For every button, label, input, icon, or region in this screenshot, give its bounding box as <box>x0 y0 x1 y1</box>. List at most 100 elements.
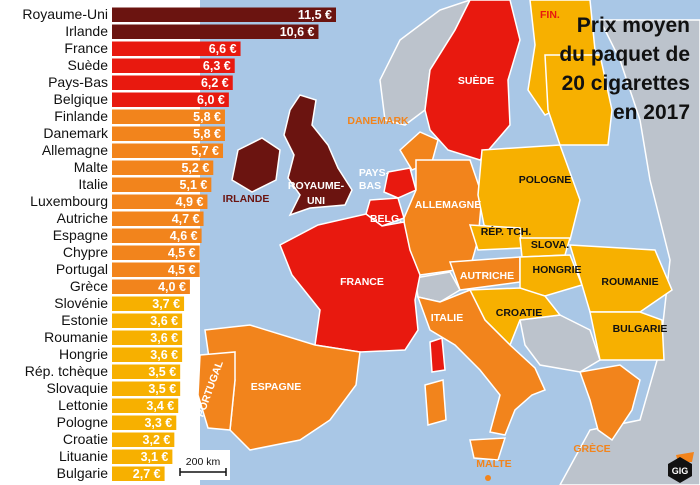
bar-category-label: Grèce <box>70 278 108 294</box>
bar-value-label: 3,6 € <box>150 331 178 345</box>
europe-map <box>197 0 700 485</box>
price-bar <box>112 330 183 345</box>
map-country-label: CROATIE <box>496 307 542 319</box>
bar-category-label: Italie <box>78 176 108 192</box>
price-bar <box>112 58 235 73</box>
price-bar <box>112 7 336 22</box>
price-bar <box>112 41 241 56</box>
price-bar <box>112 75 233 90</box>
bar-category-label: Hongrie <box>59 346 108 362</box>
price-bar <box>112 415 177 430</box>
bar-category-label: Portugal <box>56 261 108 277</box>
malta-area <box>485 475 491 481</box>
portugal-area <box>197 351 236 431</box>
bar-value-label: 4,5 € <box>168 263 196 277</box>
bar-value-label: 5,8 € <box>193 110 221 124</box>
price-bar <box>112 381 181 396</box>
logo-text: GIG <box>672 466 689 476</box>
bar-category-label: Slovaquie <box>47 380 109 396</box>
title-line-4: en 2017 <box>613 101 690 124</box>
bar-category-label: Belgique <box>54 91 109 107</box>
bar-value-label: 6,2 € <box>201 76 229 90</box>
title-line-3: 20 cigarettes <box>562 72 690 95</box>
price-bar <box>112 398 179 413</box>
bar-category-label: Slovénie <box>54 295 108 311</box>
map-country-label: ITALIE <box>431 312 463 324</box>
bar-category-label: France <box>64 40 108 56</box>
bar-value-label: 6,3 € <box>203 59 231 73</box>
sicily-area <box>469 437 507 461</box>
bar-value-label: 3,4 € <box>146 399 174 413</box>
map-country-label: FIN. <box>540 9 560 21</box>
price-bar <box>112 347 183 362</box>
price-bar <box>112 92 229 107</box>
price-bar <box>112 109 225 124</box>
bar-value-label: 10,6 € <box>280 25 315 39</box>
bar-value-label: 3,3 € <box>144 416 172 430</box>
bar-value-label: 11,5 € <box>298 8 332 22</box>
map-country-label: BELG. <box>370 213 402 225</box>
bar-category-label: Rép. tchèque <box>25 363 108 379</box>
bar-value-label: 5,1 € <box>180 178 208 192</box>
ireland-area <box>231 137 281 193</box>
map-country-label: FRANCE <box>340 276 384 288</box>
price-bar <box>112 449 173 464</box>
price-bar <box>112 262 200 277</box>
bar-value-label: 3,2 € <box>143 433 171 447</box>
map-country-label: RÉP. TCH. <box>481 225 532 238</box>
bar-category-label: Danemark <box>43 125 109 141</box>
bar-category-label: Pays-Bas <box>48 74 108 90</box>
uk-area <box>283 94 353 217</box>
price-bar <box>112 160 214 175</box>
bar-value-label: 3,6 € <box>150 314 178 328</box>
price-bar <box>112 279 190 294</box>
corsica-area <box>429 336 446 373</box>
price-bar <box>112 177 212 192</box>
bar-value-label: 3,7 € <box>152 297 180 311</box>
bar-value-label: 2,7 € <box>133 467 161 481</box>
price-bar <box>112 296 185 311</box>
price-bar <box>112 126 225 141</box>
bar-value-label: 5,8 € <box>193 127 221 141</box>
bar-category-label: Roumanie <box>44 329 108 345</box>
bar-value-label: 3,6 € <box>150 348 178 362</box>
bar-category-label: Irlande <box>65 23 108 39</box>
bar-category-label: Croatie <box>63 431 108 447</box>
map-country-label: UNI <box>307 195 325 207</box>
hungary-area <box>519 254 584 297</box>
bar-value-label: 3,1 € <box>141 450 169 464</box>
bar-category-label: Suède <box>68 57 109 73</box>
sweden-area <box>424 0 521 161</box>
price-bar <box>112 211 204 226</box>
map-country-label: MALTE <box>476 458 511 470</box>
balkans-gray <box>519 314 601 373</box>
bar-category-label: Espagne <box>53 227 108 243</box>
map-country-label: BAS <box>359 180 381 192</box>
bar-category-label: Luxembourg <box>30 193 108 209</box>
baltics-area <box>544 54 613 146</box>
price-bar <box>112 228 202 243</box>
bulgaria-area <box>589 311 665 361</box>
map-country-label: ROUMANIE <box>601 276 658 288</box>
bar-category-label: Royaume-Uni <box>22 6 108 22</box>
brand-logo: GIG <box>668 457 692 483</box>
bar-value-label: 4,5 € <box>168 246 196 260</box>
map-country-label: IRLANDE <box>223 193 270 205</box>
bar-category-label: Malte <box>74 159 108 175</box>
eastern-land-gray <box>559 19 700 485</box>
bar-category-label: Pologne <box>57 414 109 430</box>
germany-area <box>403 159 483 276</box>
bar-value-label: 4,0 € <box>158 280 186 294</box>
scale-bar-label: 200 km <box>186 456 221 468</box>
price-bar <box>112 143 224 158</box>
bar-category-label: Lituanie <box>59 448 108 464</box>
map-country-label: PAYS- <box>359 167 390 179</box>
bar-value-label: 3,5 € <box>148 382 176 396</box>
price-bar-chart: Royaume-Uni 11,5 € Irlande 10,6 € France 6,6 … <box>22 6 336 481</box>
map-country-label: HONGRIE <box>532 264 581 276</box>
map-country-label: BULGARIE <box>613 323 668 335</box>
title-line-2: du paquet de <box>559 43 690 66</box>
scale-bar-background <box>174 450 230 480</box>
bar-value-label: 5,7 € <box>191 144 219 158</box>
